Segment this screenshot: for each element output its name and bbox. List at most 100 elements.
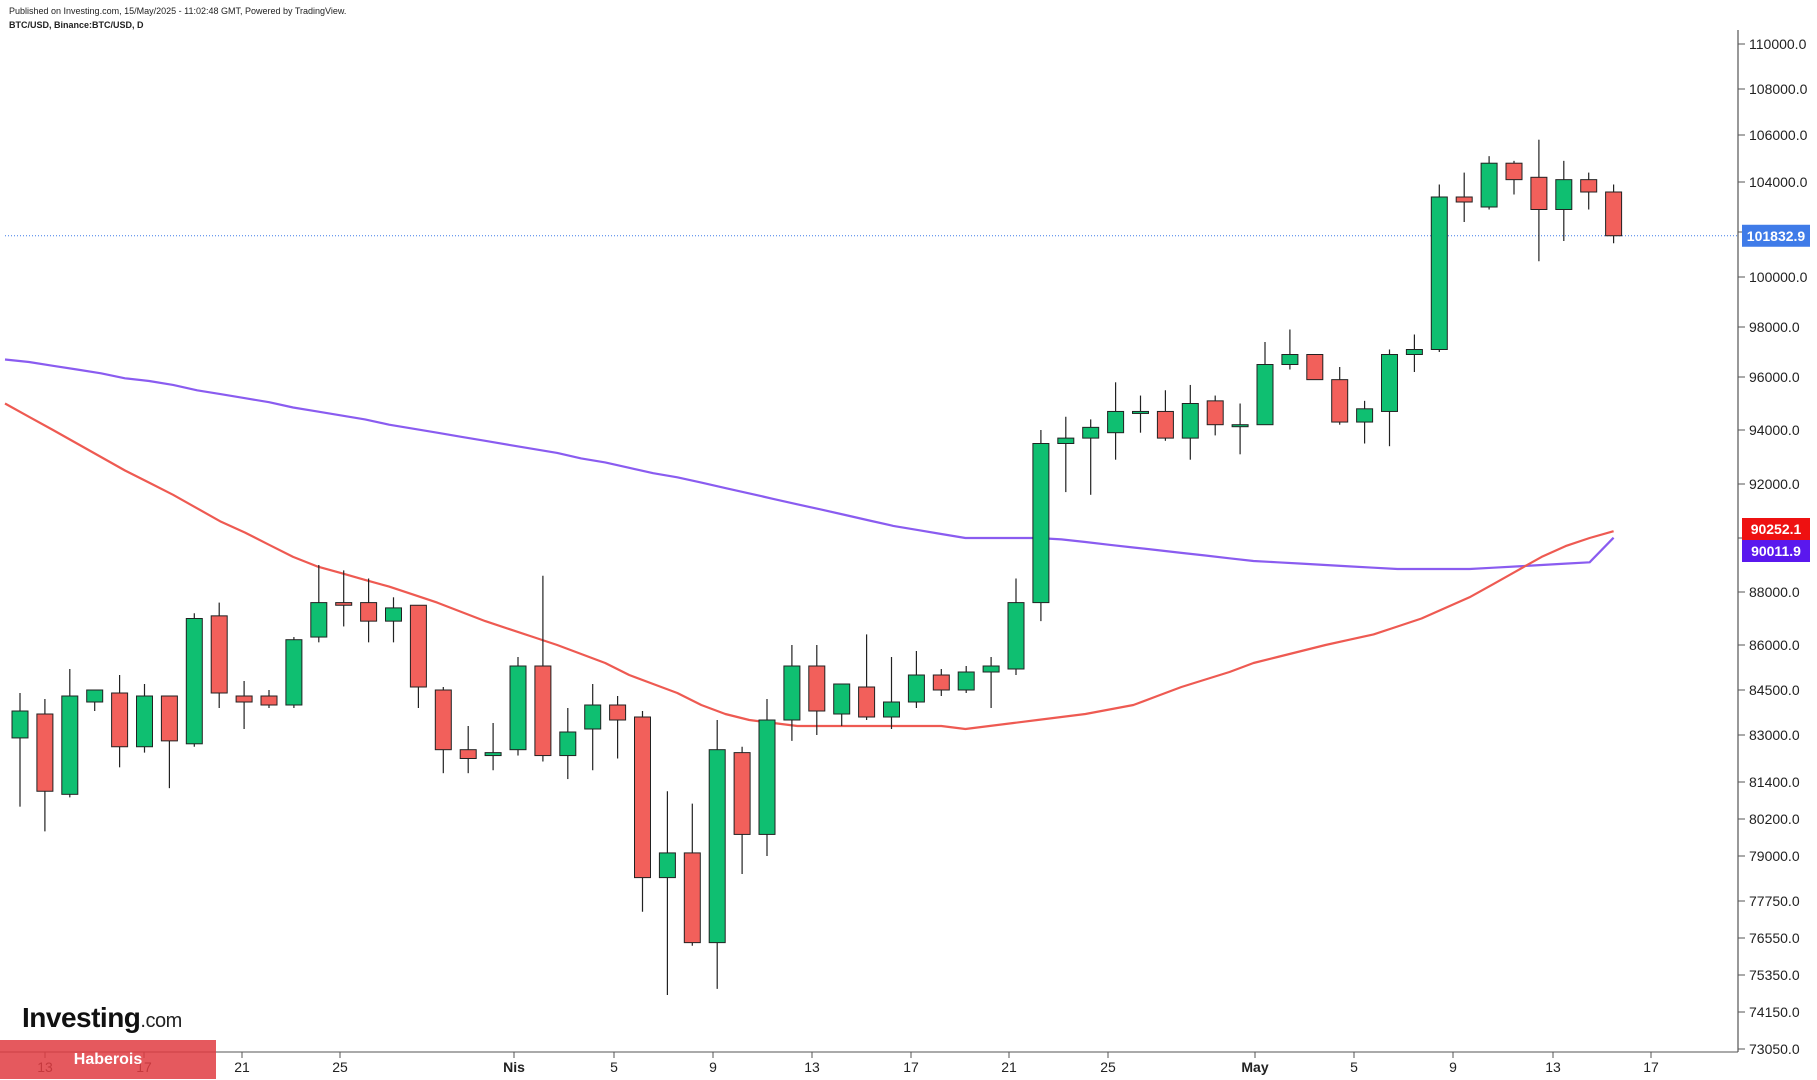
price-tick-label: 84500.0 [1749,682,1800,698]
candle [758,699,776,856]
candle-body [708,749,726,944]
last-price-badge-text: 101832.9 [1747,228,1806,244]
candle-body [1107,410,1125,434]
candle-body [634,716,651,879]
candle [559,708,577,780]
candle-body [136,695,153,748]
candle-body [1480,162,1498,208]
candle [683,803,701,946]
candle [1306,354,1324,381]
candle-body [1455,196,1473,203]
ma-long-line [4,358,1615,571]
candle [708,720,726,989]
date-tick-label: 9 [709,1059,717,1075]
candle-body [1405,349,1423,355]
candle-body [1580,179,1598,193]
candle-body [335,602,353,606]
date-tick-label: 5 [610,1059,618,1075]
date-tick-label: 13 [1545,1059,1561,1075]
candle-body [385,607,402,622]
price-tick-label: 104000.0 [1749,174,1808,190]
candle-body [1430,196,1448,350]
candle-body [982,665,1000,673]
candle [1430,184,1448,352]
candle-body [1356,408,1374,423]
candle-body [360,602,378,622]
candle [335,570,353,627]
candle [584,684,602,771]
symbol-caption: BTC/USD, Binance:BTC/USD, D [9,20,144,30]
candle-body [733,752,751,835]
price-tick-label: 100000.0 [1749,269,1808,285]
candle-body [509,665,527,751]
candle-body [1132,410,1149,414]
candle-body [758,719,776,835]
candle [1132,395,1149,433]
candle [1181,384,1199,460]
candle [907,651,925,708]
candle-body [1306,354,1324,381]
price-tick-label: 98000.0 [1749,319,1800,335]
candle [1082,419,1100,495]
candle-body [534,665,552,757]
price-tick-label: 81400.0 [1749,774,1800,790]
candle-body [285,639,303,706]
candle [484,723,502,771]
candle-body [1555,179,1573,210]
candle [210,602,228,708]
date-tick-label: 17 [903,1059,919,1075]
candle-body [310,602,328,638]
candle-body [658,852,676,879]
date-tick-label: 21 [1001,1059,1017,1075]
candle [1405,334,1423,372]
candle-body [459,749,477,759]
ma-long-badge: 90011.9 [1742,540,1810,562]
candle [1007,578,1025,675]
date-tick-label: 25 [1100,1059,1116,1075]
date-tick-label: 21 [234,1059,250,1075]
candle-body [584,704,602,730]
date-tick-label: 17 [1643,1059,1659,1075]
candle [609,696,627,759]
candle-body [61,695,79,795]
candle [858,634,876,720]
candle-body [883,701,900,718]
candle [509,657,527,756]
candle [86,689,104,711]
candle-body [11,710,29,739]
candle [534,575,552,762]
price-badges: 101832.9 90252.1 90011.9 [1742,224,1810,562]
ma-short-badge-text: 90252.1 [1751,521,1802,537]
candle [1580,172,1598,210]
candle [1555,160,1573,241]
price-tick-label: 110000.0 [1749,36,1807,52]
candle [1505,160,1523,195]
price-tick-label: 88000.0 [1749,584,1800,600]
candle-body [1007,602,1025,670]
candle-body [210,615,228,694]
date-tick-label: 9 [1449,1059,1457,1075]
ma-short-line [4,402,1614,731]
price-tick-label: 86000.0 [1749,637,1800,653]
candle [1455,172,1473,222]
candle-body [1181,403,1199,439]
price-tick-label: 73050.0 [1749,1041,1800,1057]
candle-body [1530,176,1548,211]
date-tick-label: 13 [804,1059,820,1075]
candle-body [609,704,627,721]
moving-averages [4,235,1738,731]
candle-body [434,689,452,751]
candle-body [1256,364,1274,426]
candle [1331,367,1349,425]
candle-body [484,752,502,757]
candle [434,687,452,774]
candle-body [683,852,701,944]
candle [459,726,477,774]
price-tick-label: 106000.0 [1749,127,1808,143]
candle [982,657,1000,708]
candle [160,695,178,789]
candle-body [1032,443,1050,604]
candle-body [1206,400,1224,426]
logo-domain: .com [140,1010,182,1032]
